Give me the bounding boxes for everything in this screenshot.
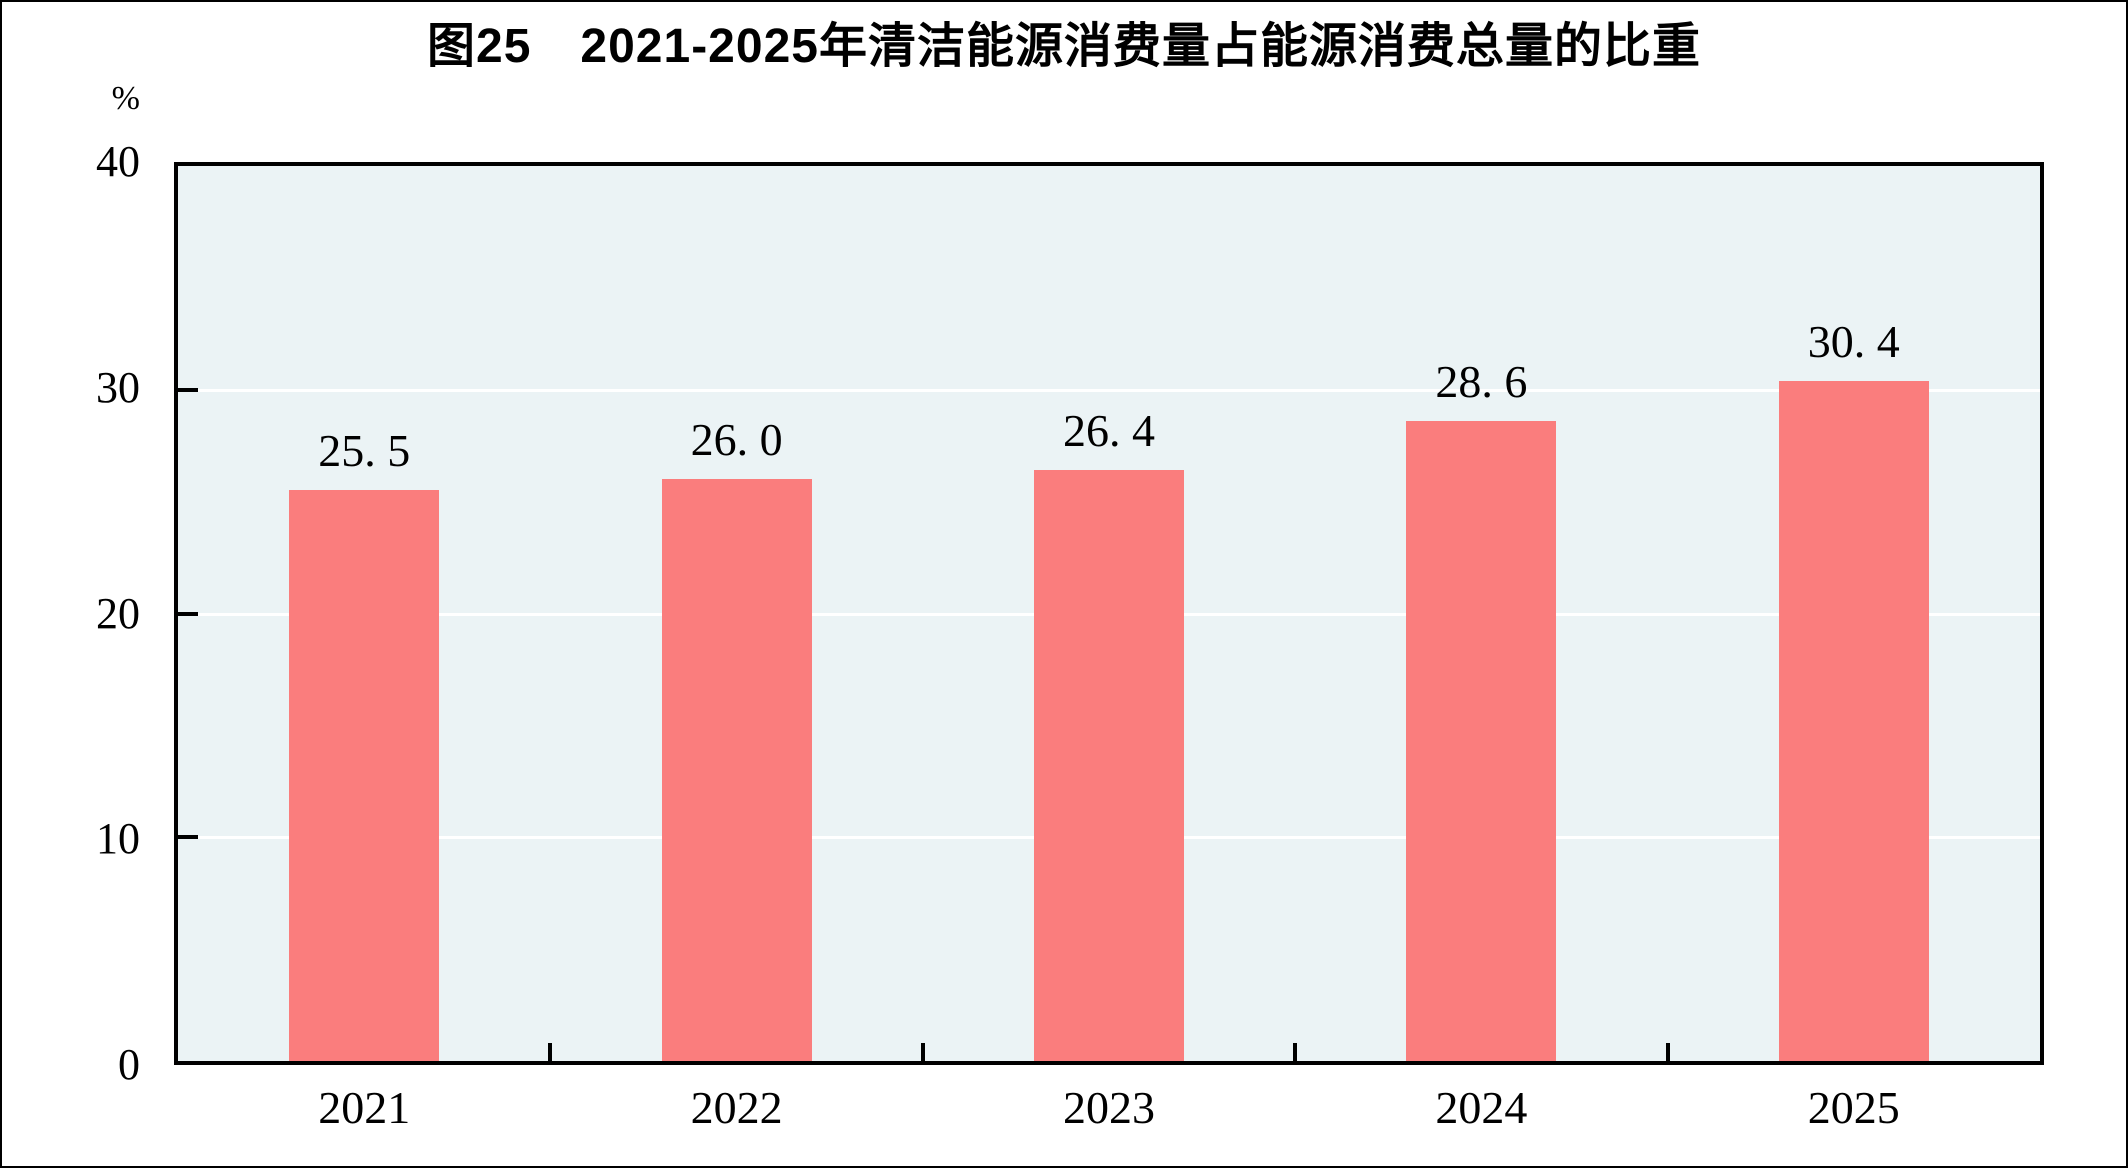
x-axis-label-2021: 2021 bbox=[318, 1082, 411, 1133]
x-tick-3 bbox=[1293, 1043, 1298, 1061]
y-axis-label-10: 10 bbox=[96, 814, 140, 864]
y-axis-label-0: 0 bbox=[118, 1040, 140, 1089]
value-label-2022: 26. 0 bbox=[690, 414, 783, 466]
value-label-2025: 30. 4 bbox=[1807, 315, 1900, 367]
bar-2022 bbox=[661, 479, 812, 1061]
x-tick-4 bbox=[1665, 1043, 1670, 1061]
y-tick-30 bbox=[178, 387, 198, 392]
y-axis-label-20: 20 bbox=[96, 588, 140, 638]
value-label-2023: 26. 4 bbox=[1063, 405, 1155, 457]
value-label-2024: 28. 6 bbox=[1435, 356, 1528, 408]
chart-title: 图25 2021-2025年清洁能源消费量占能源消费总量的比重 bbox=[427, 20, 1701, 73]
bar-2023 bbox=[1034, 470, 1184, 1061]
y-tick-10 bbox=[178, 835, 198, 840]
bar-2021 bbox=[289, 490, 440, 1061]
y-axis-unit-label: % bbox=[111, 80, 140, 117]
bar-2024 bbox=[1406, 421, 1557, 1061]
gridline-30 bbox=[178, 388, 2040, 392]
bar-2025 bbox=[1778, 380, 1929, 1061]
x-tick-1 bbox=[548, 1043, 553, 1061]
y-tick-20 bbox=[178, 611, 198, 616]
y-axis-label-30: 30 bbox=[96, 362, 140, 412]
value-label-2021: 25. 5 bbox=[318, 425, 411, 477]
x-tick-2 bbox=[920, 1043, 925, 1061]
x-axis-label-2025: 2025 bbox=[1807, 1082, 1900, 1133]
x-axis-label-2024: 2024 bbox=[1435, 1082, 1528, 1133]
x-axis-label-2022: 2022 bbox=[690, 1082, 783, 1133]
plot-area: 25. 5 26. 0 26. 4 28. 6 30. 4 bbox=[174, 162, 2044, 1065]
x-axis-label-2023: 2023 bbox=[1063, 1082, 1155, 1133]
y-axis-label-40: 40 bbox=[96, 137, 140, 186]
